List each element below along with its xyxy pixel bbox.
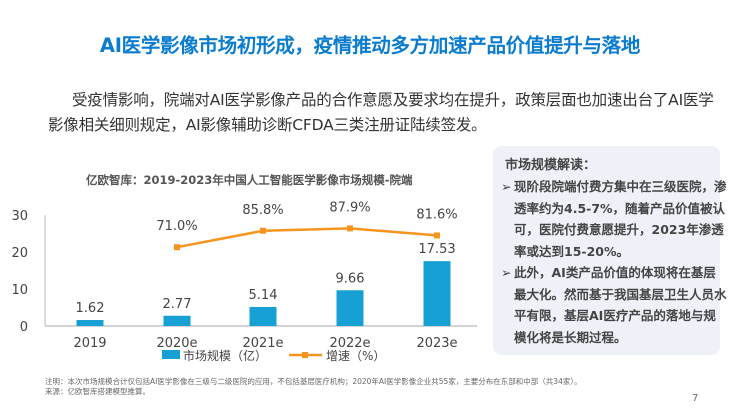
y-tick-label: 30	[11, 209, 28, 224]
x-tick-label: 2019	[73, 336, 106, 351]
line-data-label: 81.6%	[416, 207, 457, 222]
bar	[249, 306, 277, 326]
market-size-chart: 0 10 20 30 2019 1.62 2020e 2.77 2021e 5.14 2022e 9.…	[11, 200, 477, 363]
line-marker	[434, 232, 440, 239]
bullet-item: ➢ 此外，AI类产品价值的体现将在基层最大化。然而基于我国基层卫生人员水平有限，基…	[501, 262, 728, 348]
line-marker	[174, 244, 180, 251]
y-tick-label: 0	[20, 320, 28, 335]
bar-data-label: 1.62	[76, 301, 105, 316]
bullet-text: 现阶段院端付费方集中在三级医院，渗透率约为4.5-7%，随着产品价值被认可，医院…	[514, 179, 727, 259]
line-data-label: 71.0%	[156, 219, 197, 234]
bar	[76, 320, 104, 326]
line-data-label: 87.9%	[329, 200, 370, 215]
bar-data-label: 9.66	[336, 271, 365, 286]
arrow-right-icon: ➢	[501, 265, 512, 280]
legend-bar-swatch	[162, 350, 180, 359]
footnote-source: 来源：亿欧智库搭建模型推算。	[45, 387, 150, 396]
page-title: AI医学影像市场初形成，疫情推动多方加速产品价值提升与落地	[99, 34, 641, 57]
growth-line	[176, 227, 438, 249]
panel-title: 市场规模解读：	[505, 158, 597, 173]
bar-data-label: 5.14	[249, 288, 278, 303]
bar	[336, 290, 364, 326]
bar-data-label: 17.53	[418, 242, 455, 257]
line-data-label: 85.8%	[242, 203, 283, 218]
x-tick-label: 2022e	[329, 336, 370, 351]
bar	[163, 315, 191, 326]
line-marker	[347, 225, 353, 232]
y-tick-label: 20	[11, 246, 28, 261]
chart-title: 亿欧智库：2019-2023年中国人工智能医学影像市场规模-院端	[86, 173, 413, 187]
legend-line-marker	[302, 352, 308, 358]
footnote-note: 注明：本次市场规模合计仅包括AI医学影像在三级与二级医院的应用，不包括基层医疗机…	[45, 377, 582, 386]
intro-paragraph: 受疫情影响，院端对AI医学影像产品的合作意愿及要求均在提升，政策层面也加速出台了…	[48, 91, 714, 134]
x-tick-label: 2023e	[416, 336, 457, 351]
line-marker	[260, 227, 266, 234]
market-interpretation-panel: 市场规模解读： ➢ 现阶段院端付费方集中在三级医院，渗透率约为4.5-7%，随着产…	[493, 146, 727, 355]
bar	[423, 261, 451, 326]
x-tick-label: 2020e	[156, 336, 197, 351]
legend-line-label: 增速（%）	[326, 349, 385, 363]
page-number: 7	[692, 393, 699, 404]
x-tick-label: 2021e	[242, 336, 283, 351]
footnote: 注明：本次市场规模合计仅包括AI医学影像在三级与二级医院的应用，不包括基层医疗机…	[45, 377, 582, 397]
legend-bar-label: 市场规模（亿）	[183, 348, 267, 363]
arrow-right-icon: ➢	[501, 179, 512, 194]
bullet-text: 此外，AI类产品价值的体现将在基层最大化。然而基于我国基层卫生人员水平有限，基层…	[514, 265, 727, 345]
y-tick-label: 10	[11, 283, 28, 298]
bar-data-label: 2.77	[163, 297, 192, 312]
bullet-item: ➢ 现阶段院端付费方集中在三级医院，渗透率约为4.5-7%，随着产品价值被认可，医…	[501, 176, 728, 262]
